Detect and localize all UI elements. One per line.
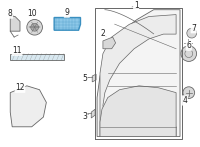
Polygon shape bbox=[100, 86, 176, 137]
Bar bbox=[10, 54, 64, 60]
Polygon shape bbox=[91, 109, 95, 118]
Text: 8: 8 bbox=[8, 9, 13, 18]
Text: 6: 6 bbox=[186, 41, 191, 50]
Text: 7: 7 bbox=[191, 24, 196, 33]
Circle shape bbox=[31, 23, 39, 31]
Circle shape bbox=[27, 19, 42, 35]
Text: 11: 11 bbox=[12, 46, 22, 55]
Circle shape bbox=[187, 28, 197, 38]
Text: 5: 5 bbox=[82, 74, 87, 82]
Text: 9: 9 bbox=[64, 8, 69, 17]
Polygon shape bbox=[10, 86, 46, 127]
Circle shape bbox=[183, 87, 195, 98]
Text: 12: 12 bbox=[15, 83, 25, 92]
Polygon shape bbox=[10, 17, 20, 31]
Polygon shape bbox=[92, 74, 96, 82]
Polygon shape bbox=[97, 10, 180, 137]
Polygon shape bbox=[100, 15, 176, 137]
Text: 10: 10 bbox=[27, 9, 37, 18]
Text: 1: 1 bbox=[134, 1, 138, 10]
Text: 2: 2 bbox=[101, 29, 105, 38]
Text: 4: 4 bbox=[182, 96, 187, 105]
Circle shape bbox=[181, 46, 197, 61]
Polygon shape bbox=[54, 17, 80, 30]
Text: 3: 3 bbox=[82, 112, 87, 121]
Polygon shape bbox=[103, 37, 116, 49]
